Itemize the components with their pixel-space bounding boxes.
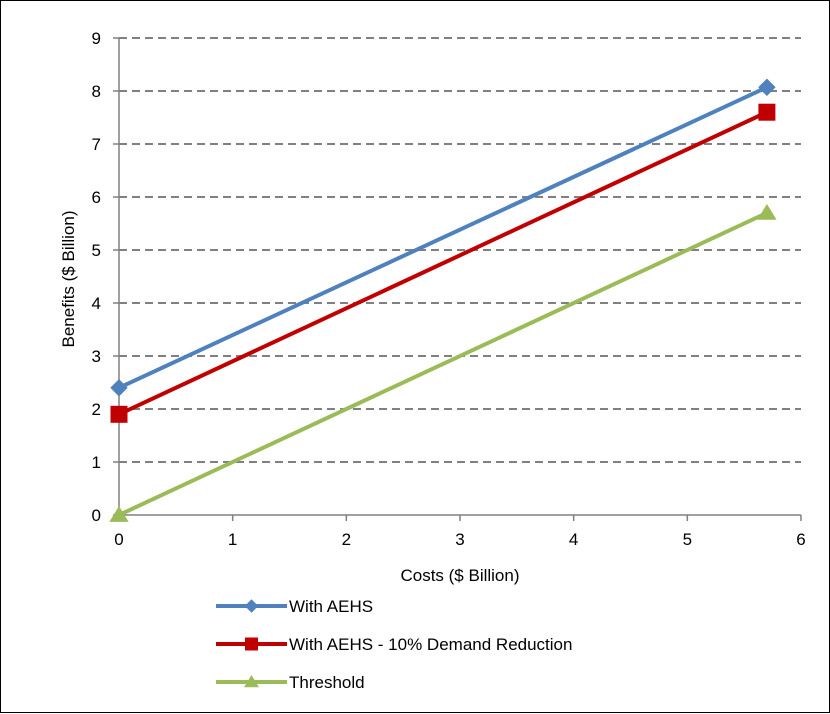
y-tick-label-6: 6: [92, 188, 101, 207]
legend-swatch-marker-0: [244, 599, 259, 613]
x-tick-label-2: 2: [342, 530, 351, 549]
x-axis-title: Costs ($ Billion): [400, 566, 519, 585]
y-tick-label-1: 1: [92, 453, 101, 472]
data-point-2-0: [109, 506, 129, 522]
gridlines: [119, 37, 801, 463]
legend-item-1: With AEHS - 10% Demand Reduction: [216, 635, 572, 654]
x-tick-label-1: 1: [228, 530, 237, 549]
series-lines: [118, 85, 768, 517]
y-tick-label-4: 4: [92, 294, 101, 313]
legend-swatch-marker-2: [244, 675, 259, 688]
legend: With AEHS With AEHS - 10% Demand Reductio…: [216, 597, 572, 692]
legend-item-0: With AEHS: [216, 597, 373, 616]
data-point-1-0: [110, 405, 128, 423]
y-tick-label-7: 7: [92, 135, 101, 154]
x-tick-label-3: 3: [455, 530, 464, 549]
series-line-2: [118, 211, 768, 517]
series-markers: [109, 78, 777, 522]
y-tick-label-9: 9: [92, 29, 101, 48]
data-point-1-1: [758, 103, 776, 121]
series-line-0: [118, 85, 768, 390]
legend-swatch-marker-1: [245, 637, 258, 651]
y-tick-label-8: 8: [92, 82, 101, 101]
series-line-1: [118, 110, 768, 417]
x-tick-label-6: 6: [796, 530, 805, 549]
data-point-0-1: [758, 78, 776, 96]
legend-label-2: Threshold: [289, 673, 365, 692]
y-tick-label-2: 2: [92, 400, 101, 419]
tick-labels: 0 1 2 3 4 5 6 7 8 9 0 1 2 3 4 5 6: [92, 29, 806, 549]
legend-label-0: With AEHS: [289, 597, 373, 616]
x-tick-label-0: 0: [114, 530, 123, 549]
y-tick-label-5: 5: [92, 241, 101, 260]
y-tick-label-0: 0: [92, 506, 101, 525]
data-point-2-1: [757, 203, 777, 220]
legend-item-2: Threshold: [216, 673, 365, 692]
y-tick-label-3: 3: [92, 347, 101, 366]
x-tick-label-5: 5: [683, 530, 692, 549]
axes: [113, 37, 802, 521]
x-tick-label-4: 4: [569, 530, 578, 549]
legend-label-1: With AEHS - 10% Demand Reduction: [289, 635, 572, 654]
data-point-0-0: [110, 379, 128, 397]
y-axis-title: Benefits ($ Billion): [59, 210, 78, 347]
